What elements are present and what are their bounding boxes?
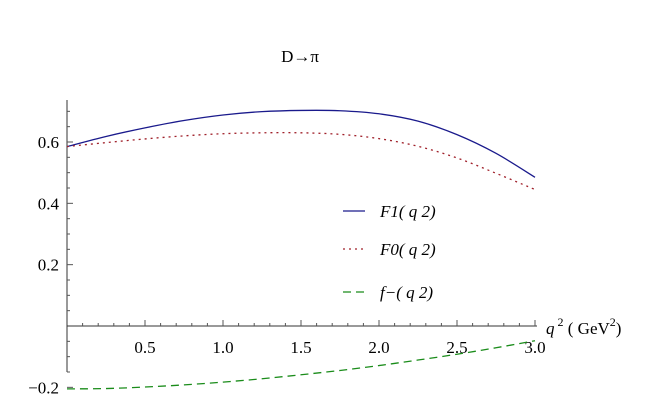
y-tick-label: −0.2	[28, 378, 59, 397]
chart-title: D→π	[281, 47, 319, 66]
legend-label-1: F0( q 2)	[379, 240, 436, 259]
x-tick-label: 2.0	[368, 338, 389, 357]
x-tick-label: 3.0	[524, 338, 545, 357]
x-tick-label: 1.5	[290, 338, 311, 357]
x-tick-label: 0.5	[134, 338, 155, 357]
legend-label-2: f−( q 2)	[380, 283, 433, 302]
y-tick-label: 0.2	[38, 256, 59, 275]
y-tick-label: 0.4	[38, 194, 60, 213]
y-tick-label: 0.6	[38, 133, 59, 152]
series-line-0	[66, 109, 536, 178]
x-tick-label: 1.0	[212, 338, 233, 357]
series-line-1	[66, 131, 536, 191]
series-line-2	[66, 340, 536, 390]
x-axis-label: q 2 ( GeV2)	[546, 315, 621, 338]
legend-label-0: F1( q 2)	[379, 202, 436, 221]
x-tick-label: 2.5	[446, 338, 467, 357]
